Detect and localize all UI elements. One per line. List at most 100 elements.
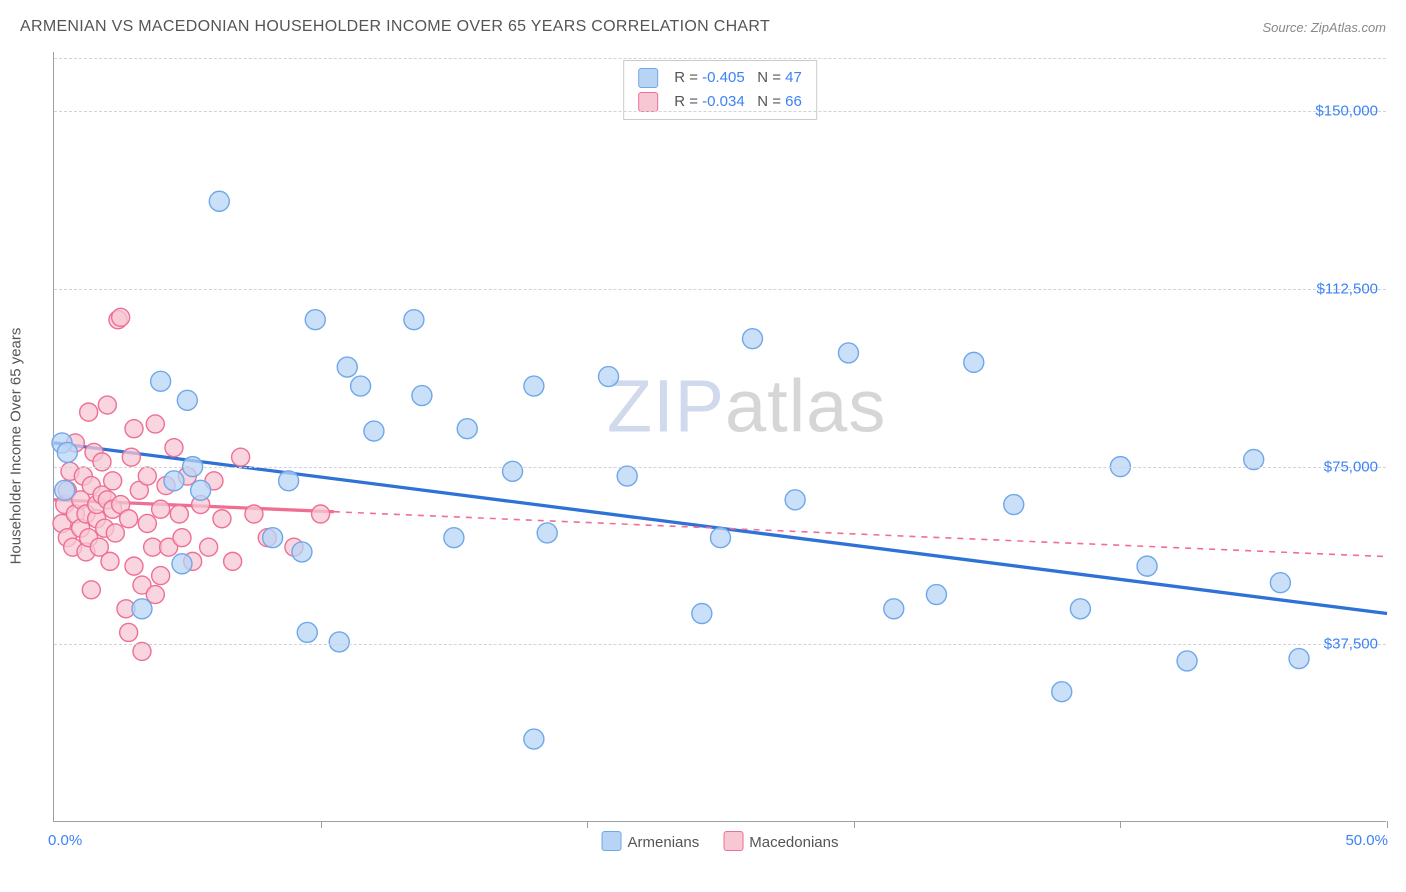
- y-tick-label: $150,000: [1315, 103, 1378, 120]
- data-point: [120, 510, 138, 528]
- data-point: [312, 505, 330, 523]
- legend-row: R = -0.405 N = 47: [638, 66, 802, 90]
- data-point: [57, 442, 77, 462]
- legend-stats: R = -0.405 N = 47: [674, 66, 802, 90]
- data-point: [617, 466, 637, 486]
- data-point: [152, 500, 170, 518]
- data-point: [1289, 649, 1309, 669]
- x-tick-label: 50.0%: [1345, 832, 1388, 849]
- data-point: [412, 386, 432, 406]
- data-point: [101, 552, 119, 570]
- data-point: [351, 376, 371, 396]
- data-point: [444, 528, 464, 548]
- data-point: [98, 396, 116, 414]
- series-legend: Armenians Macedonians: [602, 831, 839, 851]
- data-point: [200, 538, 218, 556]
- gridline: [54, 58, 1386, 59]
- data-point: [1177, 651, 1197, 671]
- data-point: [524, 376, 544, 396]
- data-point: [173, 529, 191, 547]
- data-point: [112, 308, 130, 326]
- data-point: [364, 421, 384, 441]
- gridline: [54, 644, 1386, 645]
- data-point: [599, 367, 619, 387]
- data-point: [120, 623, 138, 641]
- data-point: [82, 581, 100, 599]
- data-point: [404, 310, 424, 330]
- data-point: [55, 480, 75, 500]
- data-point: [1270, 573, 1290, 593]
- data-point: [711, 528, 731, 548]
- data-point: [263, 528, 283, 548]
- gridline: [54, 289, 1386, 290]
- gridline: [54, 467, 1386, 468]
- x-tick: [587, 821, 588, 828]
- data-point: [209, 191, 229, 211]
- x-tick: [321, 821, 322, 828]
- data-point: [245, 505, 263, 523]
- scatter-points: [54, 52, 1386, 821]
- data-point: [537, 523, 557, 543]
- data-point: [93, 453, 111, 471]
- data-point: [172, 554, 192, 574]
- data-point: [191, 480, 211, 500]
- gridline: [54, 111, 1386, 112]
- data-point: [1137, 556, 1157, 576]
- chart-title: ARMENIAN VS MACEDONIAN HOUSEHOLDER INCOM…: [20, 18, 770, 36]
- y-tick-label: $75,000: [1324, 458, 1378, 475]
- data-point: [926, 585, 946, 605]
- data-point: [305, 310, 325, 330]
- data-point: [132, 599, 152, 619]
- data-point: [742, 329, 762, 349]
- data-point: [106, 524, 124, 542]
- data-point: [692, 604, 712, 624]
- data-point: [964, 352, 984, 372]
- data-point: [170, 505, 188, 523]
- data-point: [337, 357, 357, 377]
- data-point: [80, 403, 98, 421]
- legend-item: Macedonians: [723, 831, 838, 851]
- legend-item: Armenians: [602, 831, 700, 851]
- data-point: [1004, 495, 1024, 515]
- data-point: [224, 552, 242, 570]
- x-tick: [1387, 821, 1388, 828]
- x-tick: [854, 821, 855, 828]
- legend-swatch: [723, 831, 743, 851]
- x-tick: [1120, 821, 1121, 828]
- source-label: Source: ZipAtlas.com: [1262, 20, 1386, 35]
- legend-swatch: [602, 831, 622, 851]
- data-point: [838, 343, 858, 363]
- data-point: [138, 514, 156, 532]
- data-point: [146, 415, 164, 433]
- data-point: [177, 390, 197, 410]
- data-point: [104, 472, 122, 490]
- data-point: [329, 632, 349, 652]
- data-point: [884, 599, 904, 619]
- data-point: [165, 439, 183, 457]
- data-point: [292, 542, 312, 562]
- data-point: [297, 622, 317, 642]
- data-point: [1052, 682, 1072, 702]
- legend-swatch: [638, 68, 658, 88]
- data-point: [152, 567, 170, 585]
- data-point: [122, 448, 140, 466]
- data-point: [213, 510, 231, 528]
- data-point: [138, 467, 156, 485]
- data-point: [164, 471, 184, 491]
- y-axis-label: Householder Income Over 65 years: [8, 328, 25, 565]
- data-point: [125, 557, 143, 575]
- data-point: [1070, 599, 1090, 619]
- y-tick-label: $112,500: [1317, 280, 1378, 297]
- data-point: [785, 490, 805, 510]
- data-point: [232, 448, 250, 466]
- x-tick-label: 0.0%: [48, 832, 82, 849]
- data-point: [457, 419, 477, 439]
- legend-swatch: [638, 92, 658, 112]
- data-point: [151, 371, 171, 391]
- data-point: [125, 420, 143, 438]
- data-point: [524, 729, 544, 749]
- scatter-plot: ZIPatlas R = -0.405 N = 47R = -0.034 N =…: [53, 52, 1386, 822]
- data-point: [279, 471, 299, 491]
- data-point: [503, 461, 523, 481]
- y-tick-label: $37,500: [1324, 636, 1378, 653]
